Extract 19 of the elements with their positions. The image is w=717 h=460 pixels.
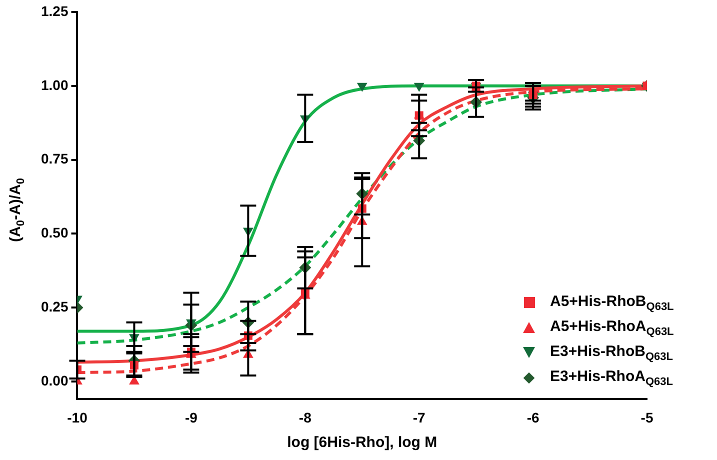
y-tick-label: 0.75: [41, 150, 68, 167]
point: [414, 82, 424, 92]
point: [356, 82, 368, 92]
y-tick-label: 1.25: [41, 2, 68, 19]
x-tick-label: -9: [184, 409, 198, 426]
x-tick-label: -6: [526, 409, 540, 426]
x-axis-title: log [6His-Rho], log M: [287, 434, 438, 452]
x-tick-label: -7: [412, 409, 426, 426]
legend-label: E3+His-RhoB$_{Q63L}$: [550, 342, 673, 362]
x-tick-label: -10: [67, 409, 88, 426]
y-tick-label: 0.50: [41, 224, 68, 241]
y-tick-label: 1.00: [41, 76, 68, 93]
legend-label: A5+His-RhoB$_{Q63L}$: [550, 292, 674, 312]
legend-label: E3+His-RhoA$_{Q63L}$: [550, 368, 673, 388]
x-tick-label: -5: [640, 409, 654, 426]
y-tick-label: 0.25: [41, 298, 68, 314]
y-tick-label: 0.00: [41, 372, 68, 388]
x-tick-label: -8: [298, 409, 312, 426]
legend-label: A5+His-RhoA$_{Q63L}$: [550, 318, 674, 338]
